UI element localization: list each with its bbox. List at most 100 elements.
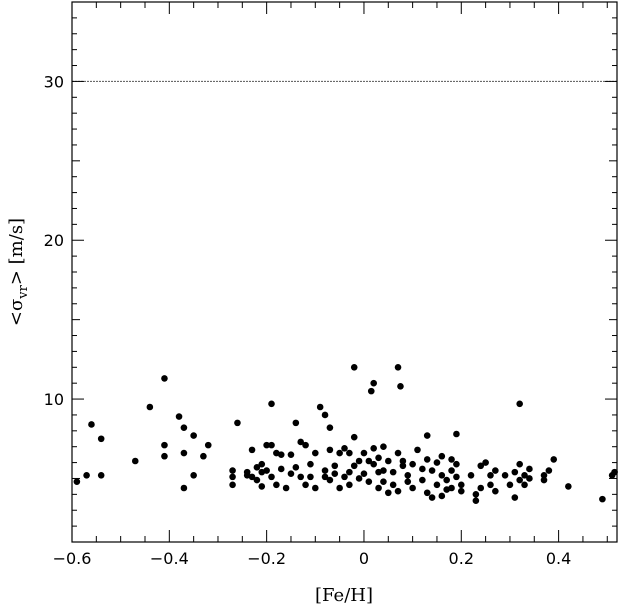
x-tick-label: 0.2 bbox=[449, 549, 474, 568]
data-point bbox=[282, 484, 290, 492]
data-point bbox=[200, 452, 207, 460]
data-point bbox=[448, 467, 455, 474]
data-point bbox=[287, 451, 295, 458]
data-point bbox=[370, 460, 377, 468]
data-point bbox=[341, 473, 348, 481]
data-point bbox=[234, 419, 241, 427]
data-point bbox=[516, 400, 523, 408]
data-point bbox=[380, 443, 387, 451]
data-point bbox=[433, 481, 441, 489]
data-point bbox=[97, 435, 105, 443]
data-point bbox=[360, 449, 368, 457]
data-point bbox=[375, 484, 382, 492]
data-point bbox=[161, 452, 168, 460]
data-point bbox=[321, 473, 329, 481]
y-tick-label: 20 bbox=[44, 231, 64, 250]
data-points bbox=[73, 363, 618, 505]
data-point bbox=[253, 476, 261, 484]
data-point bbox=[423, 432, 431, 439]
data-point bbox=[472, 491, 480, 498]
data-point bbox=[453, 473, 460, 481]
data-point bbox=[487, 471, 494, 479]
data-point bbox=[467, 471, 475, 479]
data-point bbox=[438, 452, 446, 460]
data-point bbox=[297, 438, 305, 446]
data-point bbox=[131, 457, 139, 465]
x-axis-ticks: −0.6 −0.4 −0.2 0 0.2 0.4 bbox=[53, 2, 608, 568]
data-point bbox=[355, 475, 363, 482]
data-point bbox=[97, 471, 105, 479]
data-point bbox=[263, 467, 270, 474]
y-axis-label-subscript: vr bbox=[16, 284, 31, 299]
data-point bbox=[409, 484, 416, 492]
x-tick-label: 0 bbox=[359, 549, 369, 568]
data-point bbox=[550, 456, 558, 463]
data-point bbox=[404, 478, 412, 485]
data-point bbox=[336, 484, 343, 492]
data-point bbox=[277, 451, 285, 458]
data-point bbox=[399, 462, 407, 470]
data-point bbox=[453, 430, 460, 438]
data-point bbox=[414, 446, 421, 454]
data-point bbox=[180, 449, 188, 457]
x-tick-label: 0.4 bbox=[546, 549, 571, 568]
data-point bbox=[365, 478, 373, 485]
y-axis-label-open: <σ bbox=[6, 299, 27, 326]
data-point bbox=[253, 464, 261, 471]
data-point bbox=[438, 492, 446, 500]
data-point bbox=[397, 383, 404, 390]
y-axis-label: <σvr> [m/s] bbox=[6, 218, 31, 326]
data-point bbox=[511, 468, 519, 476]
data-point bbox=[482, 459, 489, 466]
data-point bbox=[457, 487, 465, 495]
data-point bbox=[161, 375, 168, 382]
data-point bbox=[263, 441, 270, 449]
data-point bbox=[316, 403, 324, 411]
data-point bbox=[180, 424, 188, 431]
data-point bbox=[477, 484, 485, 492]
data-point bbox=[409, 460, 416, 468]
data-point bbox=[521, 481, 528, 489]
data-point bbox=[268, 441, 275, 449]
data-point bbox=[248, 446, 256, 454]
data-point bbox=[380, 467, 387, 474]
data-point bbox=[399, 457, 407, 465]
data-point bbox=[389, 468, 397, 476]
data-point bbox=[258, 460, 266, 468]
data-point bbox=[229, 473, 236, 481]
data-point bbox=[229, 481, 236, 489]
data-point bbox=[88, 421, 95, 428]
data-point bbox=[83, 471, 90, 479]
data-point bbox=[443, 476, 450, 484]
data-point bbox=[477, 462, 485, 470]
data-point bbox=[277, 465, 285, 473]
data-point bbox=[287, 470, 295, 478]
data-point bbox=[492, 487, 499, 495]
data-point bbox=[248, 473, 256, 481]
data-point bbox=[404, 471, 412, 479]
data-point bbox=[326, 424, 334, 431]
data-point bbox=[453, 460, 460, 468]
data-point bbox=[611, 468, 618, 476]
data-point bbox=[545, 467, 553, 474]
data-point bbox=[506, 481, 514, 489]
data-point bbox=[204, 441, 212, 449]
data-point bbox=[492, 467, 499, 474]
data-point bbox=[419, 465, 426, 473]
data-point bbox=[190, 432, 197, 439]
data-point bbox=[321, 411, 329, 419]
x-tick-label: −0.6 bbox=[53, 549, 92, 568]
y-tick-label: 10 bbox=[44, 390, 64, 409]
data-point bbox=[341, 444, 348, 452]
data-point bbox=[448, 456, 455, 463]
data-point bbox=[365, 457, 373, 465]
data-point bbox=[389, 481, 397, 489]
data-point bbox=[312, 484, 319, 492]
data-point bbox=[355, 457, 363, 465]
data-point bbox=[565, 483, 572, 490]
data-point bbox=[346, 468, 353, 476]
data-point bbox=[423, 456, 431, 463]
data-point bbox=[292, 464, 300, 471]
x-tick-label: −0.4 bbox=[150, 549, 189, 568]
